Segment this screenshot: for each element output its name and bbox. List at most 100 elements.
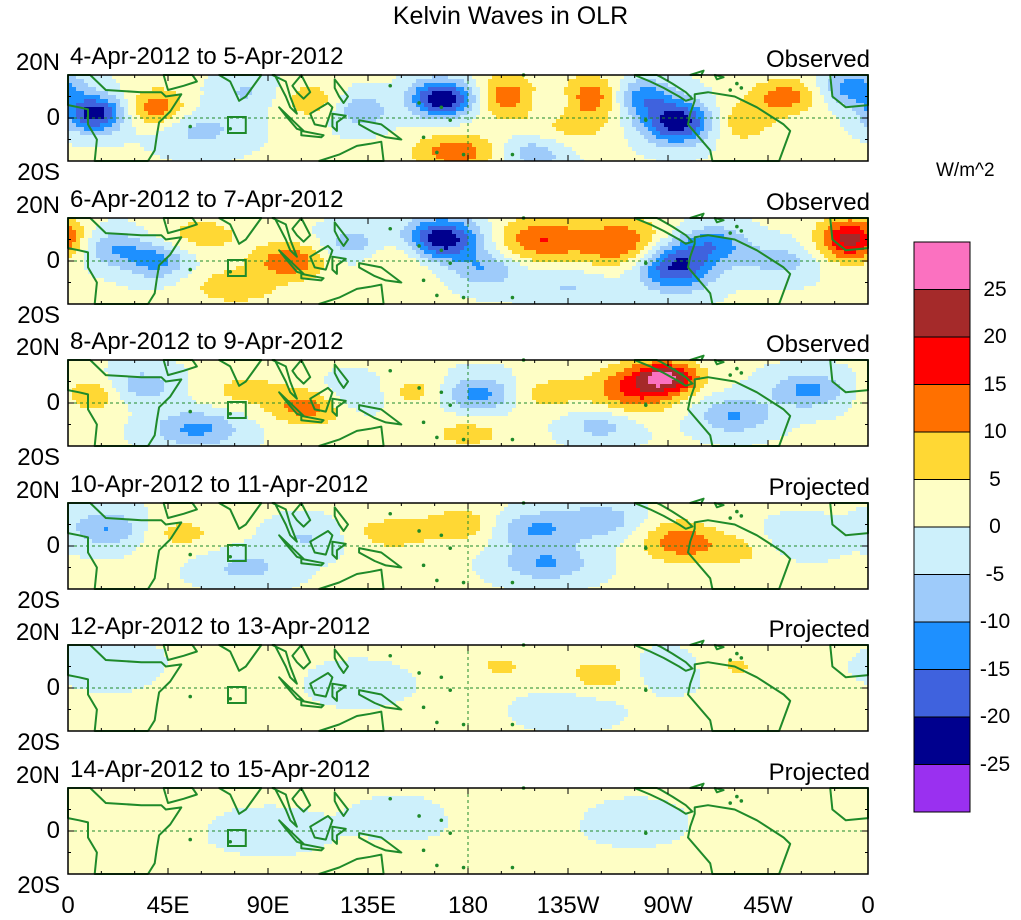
- heatmap-cell: [268, 139, 272, 143]
- heatmap-cell: [316, 95, 320, 99]
- heatmap-cell: [364, 87, 368, 91]
- heatmap-cell: [456, 111, 460, 115]
- heatmap-cell: [156, 87, 160, 91]
- heatmap-cell: [852, 99, 856, 103]
- heatmap-cell: [536, 79, 540, 83]
- heatmap-cell: [232, 107, 236, 111]
- heatmap-cell: [540, 147, 544, 151]
- heatmap-cell: [176, 143, 180, 147]
- heatmap-cell: [272, 79, 276, 83]
- heatmap-cell: [480, 127, 484, 131]
- heatmap-cell: [776, 111, 780, 115]
- heatmap-cell: [204, 123, 208, 127]
- heatmap-cell: [416, 83, 420, 87]
- heatmap-cell: [732, 147, 736, 151]
- heatmap-cell: [140, 290, 144, 294]
- heatmap-cell: [476, 143, 480, 147]
- heatmap-cell: [148, 254, 152, 258]
- heatmap-cell: [588, 119, 592, 123]
- heatmap-cell: [80, 222, 84, 226]
- heatmap-cell: [784, 131, 788, 135]
- heatmap-cell: [788, 107, 792, 111]
- heatmap-cell: [112, 95, 116, 99]
- heatmap-cell: [704, 111, 708, 115]
- heatmap-cell: [704, 119, 708, 123]
- heatmap-cell: [556, 111, 560, 115]
- heatmap-cell: [256, 135, 260, 139]
- heatmap-cell: [736, 151, 740, 155]
- heatmap-cell: [684, 151, 688, 155]
- heatmap-cell: [496, 127, 500, 131]
- heatmap-cell: [72, 234, 76, 238]
- heatmap-cell: [708, 139, 712, 143]
- heatmap-cell: [612, 107, 616, 111]
- heatmap-cell: [772, 151, 776, 155]
- heatmap-cell: [680, 131, 684, 135]
- heatmap-cell: [152, 79, 156, 83]
- heatmap-cell: [452, 143, 456, 147]
- heatmap-cell: [720, 143, 724, 147]
- heatmap-cell: [708, 119, 712, 123]
- heatmap-cell: [768, 151, 772, 155]
- heatmap-cell: [320, 83, 324, 87]
- heatmap-cell: [112, 266, 116, 270]
- heatmap-cell: [264, 131, 268, 135]
- heatmap-cell: [660, 123, 664, 127]
- heatmap-cell: [268, 135, 272, 139]
- heatmap-cell: [396, 99, 400, 103]
- heatmap-cell: [96, 234, 100, 238]
- heatmap-cell: [648, 103, 652, 107]
- heatmap-cell: [348, 123, 352, 127]
- heatmap-cell: [388, 79, 392, 83]
- heatmap-cell: [364, 151, 368, 155]
- heatmap-cell: [664, 139, 668, 143]
- heatmap-cell: [516, 123, 520, 127]
- heatmap-cell: [400, 83, 404, 87]
- heatmap-cell: [460, 83, 464, 87]
- heatmap-cell: [480, 131, 484, 135]
- heatmap-cell: [124, 147, 128, 151]
- heatmap-cell: [544, 107, 548, 111]
- heatmap-cell: [576, 131, 580, 135]
- heatmap-cell: [384, 99, 388, 103]
- heatmap-cell: [680, 147, 684, 151]
- heatmap-cell: [160, 135, 164, 139]
- heatmap-cell: [720, 127, 724, 131]
- heatmap-cell: [336, 107, 340, 111]
- heatmap-cell: [848, 127, 852, 131]
- heatmap-cell: [412, 87, 416, 91]
- heatmap-cell: [520, 155, 524, 159]
- heatmap-cell: [672, 135, 676, 139]
- heatmap-cell: [384, 111, 388, 115]
- heatmap-cell: [808, 151, 812, 155]
- heatmap-cell: [412, 155, 416, 159]
- heatmap-cell: [744, 83, 748, 87]
- heatmap-cell: [532, 147, 536, 151]
- heatmap-cell: [660, 131, 664, 135]
- heatmap-cell: [152, 226, 156, 230]
- heatmap-cell: [516, 79, 520, 83]
- heatmap-cell: [484, 119, 488, 123]
- heatmap-cell: [544, 103, 548, 107]
- heatmap-cell: [712, 143, 716, 147]
- heatmap-cell: [460, 79, 464, 83]
- heatmap-cell: [124, 286, 128, 290]
- heatmap-cell: [620, 143, 624, 147]
- heatmap-cell: [256, 91, 260, 95]
- heatmap-cell: [392, 151, 396, 155]
- heatmap-cell: [256, 131, 260, 135]
- heatmap-cell: [776, 151, 780, 155]
- heatmap-cell: [352, 83, 356, 87]
- heatmap-cell: [832, 139, 836, 143]
- heatmap-cell: [708, 111, 712, 115]
- heatmap-cell: [616, 91, 620, 95]
- heatmap-cell: [212, 83, 216, 87]
- heatmap-cell: [108, 262, 112, 266]
- heatmap-cell: [524, 87, 528, 91]
- heatmap-cell: [776, 87, 780, 91]
- heatmap-cell: [576, 99, 580, 103]
- heatmap-cell: [88, 99, 92, 103]
- heatmap-cell: [280, 99, 284, 103]
- heatmap-cell: [72, 139, 76, 143]
- heatmap-cell: [136, 143, 140, 147]
